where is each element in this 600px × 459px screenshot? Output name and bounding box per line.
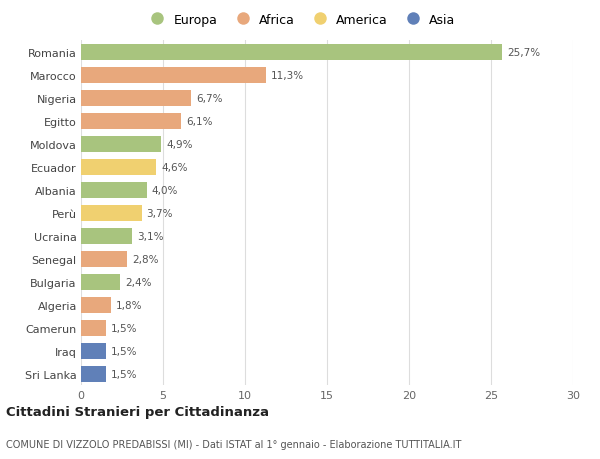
Text: 3,7%: 3,7% bbox=[146, 208, 173, 218]
Bar bbox=[81, 320, 106, 336]
Bar bbox=[81, 343, 106, 359]
Text: 11,3%: 11,3% bbox=[271, 71, 304, 81]
Bar bbox=[81, 297, 110, 313]
Text: 1,5%: 1,5% bbox=[110, 323, 137, 333]
Text: 4,0%: 4,0% bbox=[152, 185, 178, 196]
Bar bbox=[81, 251, 127, 267]
Text: 4,9%: 4,9% bbox=[166, 140, 193, 150]
Text: 1,5%: 1,5% bbox=[110, 346, 137, 356]
Legend: Europa, Africa, America, Asia: Europa, Africa, America, Asia bbox=[140, 9, 460, 32]
Bar bbox=[81, 136, 161, 152]
Bar bbox=[81, 182, 146, 198]
Text: COMUNE DI VIZZOLO PREDABISSI (MI) - Dati ISTAT al 1° gennaio - Elaborazione TUTT: COMUNE DI VIZZOLO PREDABISSI (MI) - Dati… bbox=[6, 440, 461, 449]
Bar bbox=[81, 67, 266, 84]
Bar bbox=[81, 205, 142, 221]
Text: 25,7%: 25,7% bbox=[508, 48, 541, 58]
Text: 2,4%: 2,4% bbox=[125, 277, 152, 287]
Bar bbox=[81, 45, 502, 61]
Text: 1,8%: 1,8% bbox=[115, 300, 142, 310]
Text: 4,6%: 4,6% bbox=[161, 162, 188, 173]
Bar bbox=[81, 159, 157, 175]
Text: 6,1%: 6,1% bbox=[186, 117, 212, 127]
Bar bbox=[81, 228, 132, 244]
Text: Cittadini Stranieri per Cittadinanza: Cittadini Stranieri per Cittadinanza bbox=[6, 405, 269, 419]
Bar bbox=[81, 113, 181, 129]
Text: 2,8%: 2,8% bbox=[132, 254, 158, 264]
Text: 3,1%: 3,1% bbox=[137, 231, 163, 241]
Bar bbox=[81, 91, 191, 106]
Bar bbox=[81, 366, 106, 382]
Bar bbox=[81, 274, 121, 290]
Text: 1,5%: 1,5% bbox=[110, 369, 137, 379]
Text: 6,7%: 6,7% bbox=[196, 94, 222, 104]
